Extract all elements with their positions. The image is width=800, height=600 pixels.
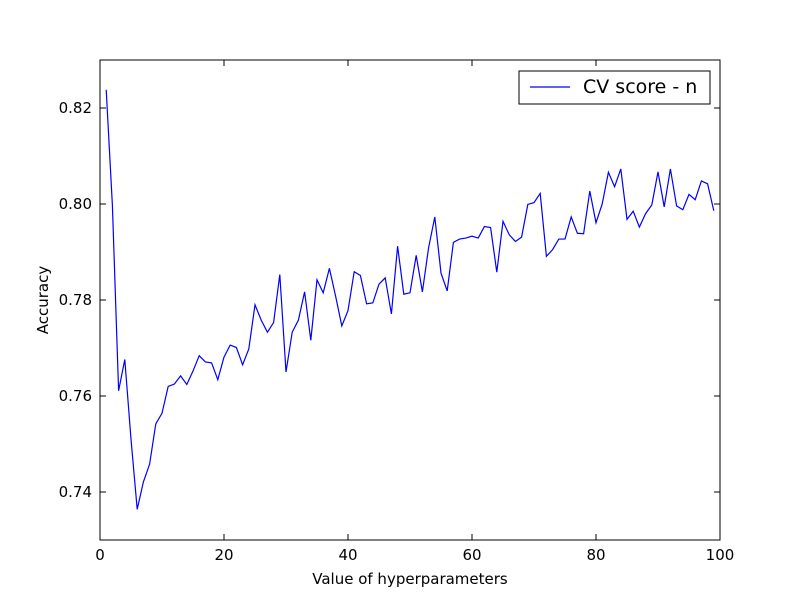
legend-entry-label: CV score - n <box>583 76 697 98</box>
x-tick-label: 40 <box>338 546 357 564</box>
y-tick-label: 0.76 <box>59 387 92 405</box>
x-tick-label: 60 <box>462 546 481 564</box>
y-tick-label: 0.74 <box>59 483 92 501</box>
y-axis-label: Accuracy <box>34 266 52 335</box>
y-tick-label: 0.80 <box>59 195 92 213</box>
legend: CV score - n <box>518 70 711 105</box>
plot-area <box>105 89 715 510</box>
plot-frame <box>99 59 721 541</box>
x-tick-label: 0 <box>95 546 105 564</box>
y-tick-label: 0.78 <box>59 291 92 309</box>
x-tick-label: 20 <box>214 546 233 564</box>
y-tick-label: 0.82 <box>59 99 92 117</box>
x-axis-label: Value of hyperparameters <box>312 570 508 588</box>
series-line-0 <box>105 89 715 510</box>
y-axis-ticks: 0.74 0.76 0.78 0.80 0.82 <box>59 99 720 501</box>
x-tick-label: 80 <box>586 546 605 564</box>
x-tick-label: 100 <box>706 546 735 564</box>
